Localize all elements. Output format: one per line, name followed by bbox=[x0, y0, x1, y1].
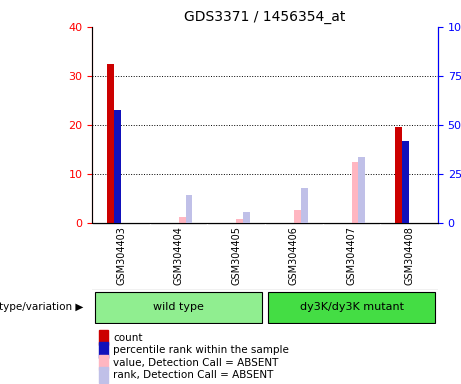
Text: percentile rank within the sample: percentile rank within the sample bbox=[113, 345, 289, 355]
Text: GSM304408: GSM304408 bbox=[404, 226, 414, 285]
Bar bbox=[358, 157, 365, 223]
Text: GSM304406: GSM304406 bbox=[289, 226, 299, 285]
Text: genotype/variation ▶: genotype/variation ▶ bbox=[0, 302, 83, 312]
Text: GSM304407: GSM304407 bbox=[347, 226, 356, 285]
Bar bbox=[395, 127, 402, 223]
Bar bbox=[99, 367, 108, 383]
FancyBboxPatch shape bbox=[95, 292, 262, 323]
Bar bbox=[99, 355, 108, 370]
Bar bbox=[107, 64, 114, 223]
Bar bbox=[294, 210, 301, 223]
Title: GDS3371 / 1456354_at: GDS3371 / 1456354_at bbox=[184, 10, 346, 25]
Bar bbox=[243, 212, 250, 223]
Bar bbox=[185, 195, 192, 223]
Text: value, Detection Call = ABSENT: value, Detection Call = ABSENT bbox=[113, 358, 278, 367]
Text: wild type: wild type bbox=[153, 302, 204, 312]
Bar bbox=[351, 162, 358, 223]
Text: GSM304404: GSM304404 bbox=[174, 226, 183, 285]
Text: GSM304405: GSM304405 bbox=[231, 226, 241, 285]
Text: dy3K/dy3K mutant: dy3K/dy3K mutant bbox=[300, 302, 403, 312]
Bar bbox=[402, 141, 409, 223]
Text: rank, Detection Call = ABSENT: rank, Detection Call = ABSENT bbox=[113, 370, 273, 380]
Bar bbox=[114, 110, 121, 223]
Bar bbox=[99, 342, 108, 358]
Bar bbox=[99, 330, 108, 346]
Text: GSM304403: GSM304403 bbox=[116, 226, 126, 285]
Bar bbox=[236, 219, 243, 223]
Text: count: count bbox=[113, 333, 142, 343]
Bar bbox=[301, 189, 308, 223]
FancyBboxPatch shape bbox=[268, 292, 435, 323]
Bar bbox=[178, 217, 185, 223]
